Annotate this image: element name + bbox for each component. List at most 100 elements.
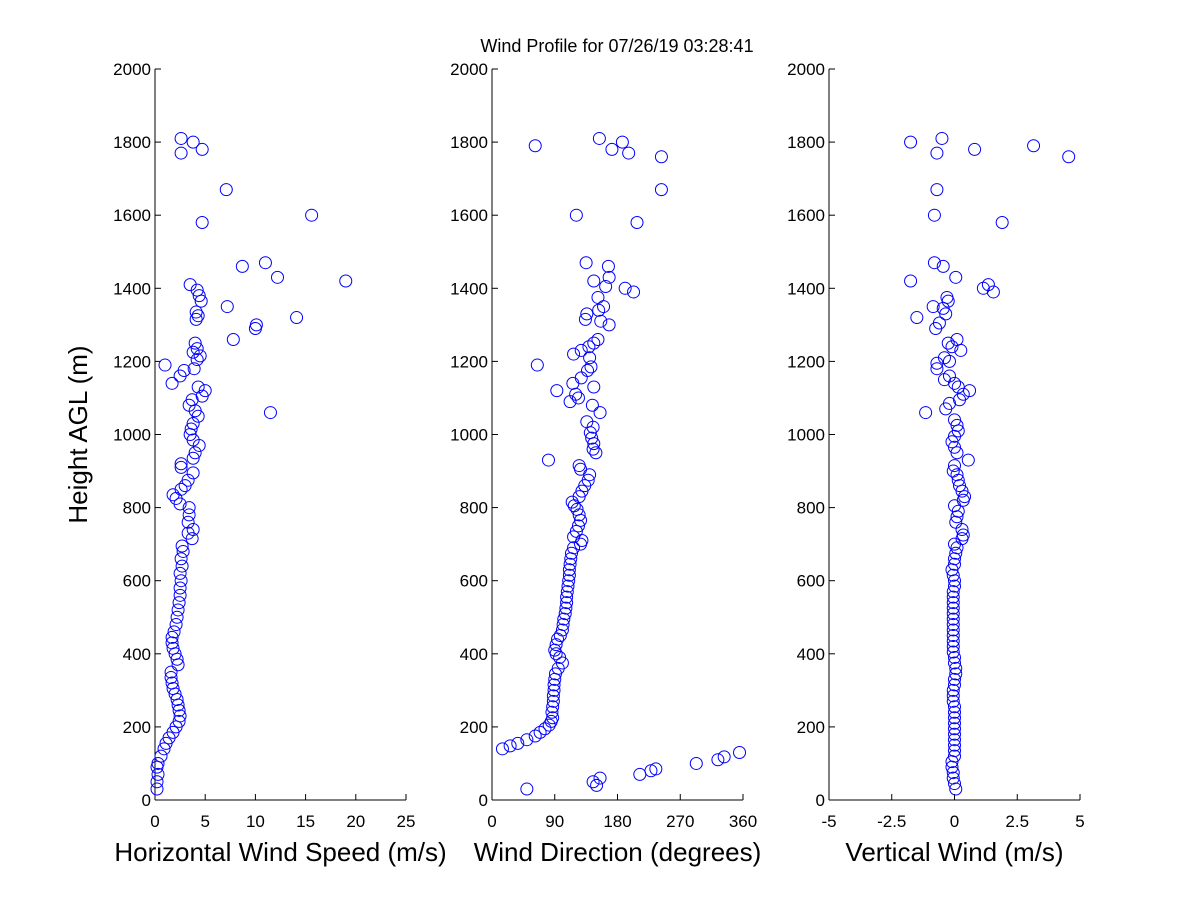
data-point [615, 135, 629, 149]
y-tick-label: 0 [142, 791, 151, 810]
data-point [582, 340, 596, 354]
y-tick-label: 1000 [787, 426, 825, 445]
data-point [181, 473, 195, 487]
data-point [949, 546, 963, 560]
data-point [968, 142, 982, 156]
x-tick-label: 0 [487, 812, 496, 831]
data-point [562, 574, 576, 588]
data-point [910, 311, 924, 325]
data-point [948, 733, 961, 747]
data-point [601, 259, 615, 273]
data-point [563, 557, 577, 571]
data-point [290, 311, 304, 325]
data-point [939, 402, 953, 416]
data-point [195, 216, 209, 230]
data-point [946, 623, 960, 637]
data-point [956, 528, 970, 542]
data-point [946, 683, 960, 697]
data-point [174, 574, 188, 588]
data-point [188, 446, 202, 460]
data-point [187, 362, 201, 376]
x-axis-label: Vertical Wind (m/s) [845, 837, 1063, 867]
data-point [339, 274, 353, 288]
data-point [186, 417, 200, 431]
data-point [946, 612, 960, 626]
x-tick-label: 0 [950, 812, 959, 831]
data-point [166, 641, 180, 655]
data-point [542, 718, 556, 732]
data-point [546, 689, 560, 703]
data-point [950, 468, 964, 482]
data-point [173, 588, 187, 602]
data-point [689, 756, 703, 770]
data-point [546, 700, 560, 714]
data-point [191, 309, 205, 323]
data-point [165, 376, 179, 390]
x-tick-label: 0 [150, 812, 159, 831]
data-point [173, 566, 187, 580]
data-point [587, 336, 601, 350]
data-point [580, 307, 594, 321]
data-point [270, 270, 284, 284]
data-point [593, 406, 607, 420]
data-point [949, 667, 963, 681]
data-point [165, 636, 179, 650]
data-point [176, 544, 190, 558]
data-point [186, 345, 200, 359]
data-point [560, 585, 574, 599]
y-tick-label: 1200 [450, 352, 488, 371]
data-point [946, 590, 960, 604]
data-point [520, 733, 534, 747]
data-point [961, 453, 975, 467]
data-point [580, 415, 594, 429]
y-tick-label: 200 [123, 718, 151, 737]
data-point [528, 729, 542, 743]
x-tick-label: 15 [296, 812, 315, 831]
y-tick-label: 600 [123, 572, 151, 591]
data-point [586, 442, 600, 456]
y-tick-label: 1400 [113, 279, 151, 298]
data-point [649, 762, 663, 776]
data-point [503, 739, 517, 753]
data-point [948, 459, 961, 473]
data-point [711, 753, 725, 767]
data-point [547, 678, 561, 692]
data-point [948, 749, 961, 763]
data-point [562, 563, 576, 577]
data-point [193, 349, 207, 363]
data-point [602, 318, 616, 332]
data-point [166, 488, 180, 502]
data-point [654, 150, 668, 164]
x-tick-label: 360 [729, 812, 757, 831]
data-point [570, 502, 584, 516]
data-point [942, 396, 956, 410]
y-tick-label: 1800 [450, 133, 488, 152]
x-axis-label: Horizontal Wind Speed (m/s) [114, 837, 446, 867]
x-tick-label: 5 [1075, 812, 1084, 831]
data-point [919, 406, 933, 420]
data-point [182, 508, 196, 522]
data-point [165, 630, 179, 644]
data-point [549, 638, 563, 652]
data-point [633, 767, 647, 781]
data-point [166, 682, 180, 696]
data-point [995, 216, 1009, 230]
data-point [188, 336, 202, 350]
data-point [157, 742, 171, 756]
data-point [935, 131, 949, 145]
data-point [930, 183, 944, 197]
data-point [584, 360, 598, 374]
data-point [528, 139, 542, 153]
data-point [571, 519, 585, 533]
data-point [172, 596, 186, 610]
data-point [511, 736, 525, 750]
data-point [949, 270, 963, 284]
x-tick-label: 2.5 [1005, 812, 1029, 831]
data-point [174, 552, 188, 566]
data-point [186, 451, 200, 465]
data-point [154, 749, 168, 763]
data-point [1062, 150, 1076, 164]
y-tick-label: 1600 [113, 206, 151, 225]
data-point [946, 464, 960, 478]
